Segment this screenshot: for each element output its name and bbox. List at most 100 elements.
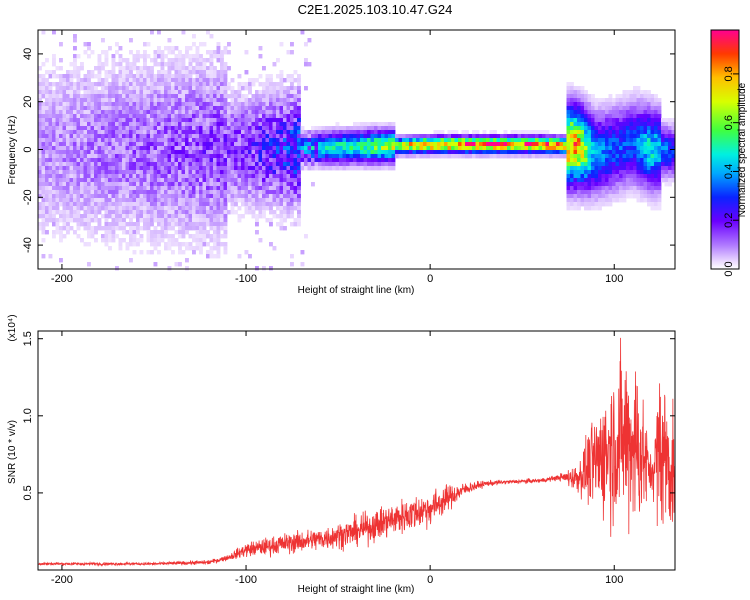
spectrogram-cell xyxy=(160,106,165,111)
spectrogram-cell xyxy=(321,154,326,159)
spectrogram-cell xyxy=(160,102,165,107)
spectrogram-cell xyxy=(146,206,151,211)
spectrogram-cell xyxy=(262,106,266,111)
spectrogram-cell xyxy=(328,126,333,131)
spectrogram-cell xyxy=(104,182,109,187)
spectrogram-cell xyxy=(454,154,459,159)
spectrogram-cell xyxy=(230,198,235,203)
spectrogram-cell xyxy=(192,66,196,71)
spectrogram-cell xyxy=(629,114,634,119)
spectrogram-cell xyxy=(388,142,392,147)
spectrogram-cell xyxy=(468,150,473,155)
spectrogram-cell xyxy=(318,146,322,151)
spectrogram-cell xyxy=(167,150,172,155)
spectrogram-cell xyxy=(62,210,67,215)
spectrogram-cell xyxy=(220,190,224,195)
spectrogram-cell xyxy=(164,90,168,95)
spectrogram-cell xyxy=(76,106,81,111)
spectrogram-cell xyxy=(76,142,81,147)
spectrogram-cell xyxy=(45,210,49,215)
spectrogram-cell xyxy=(279,226,284,231)
spectrogram-cell xyxy=(636,98,641,103)
spectrogram-cell xyxy=(248,138,252,143)
spectrogram-cell xyxy=(626,150,630,155)
spectrogram-cell xyxy=(129,94,133,99)
spectrogram-cell xyxy=(234,138,238,143)
spectrogram-cell xyxy=(132,178,137,183)
spectrogram-cell xyxy=(87,98,91,103)
spectrogram-cell xyxy=(59,118,63,123)
spectrogram-cell xyxy=(570,202,574,207)
spectrogram-cell xyxy=(129,118,133,123)
spectrogram-cell xyxy=(192,110,196,115)
spectrogram-cell xyxy=(174,194,179,199)
spectrogram-cell xyxy=(640,158,644,163)
spectrogram-cell xyxy=(262,146,266,151)
spectrogram-cell xyxy=(657,206,662,211)
spectrogram-cell xyxy=(601,158,606,163)
spectrogram-cell xyxy=(178,74,182,79)
spectrogram-cell xyxy=(286,158,291,163)
spectrogram-cell xyxy=(94,174,98,179)
spectrogram-cell xyxy=(164,226,168,231)
spectrogram-cell xyxy=(461,138,466,143)
spectrogram-cell xyxy=(136,238,140,243)
spectrogram-cell xyxy=(146,130,151,135)
spectrogram-cell xyxy=(276,182,280,187)
spectrogram-cell xyxy=(636,150,641,155)
spectrogram-cell xyxy=(206,150,210,155)
spectrogram-cell xyxy=(209,122,214,127)
spectrogram-cell xyxy=(101,214,105,219)
spectrogram-cell xyxy=(104,186,109,191)
spectrogram-cell xyxy=(230,186,235,191)
spectrogram-cell xyxy=(83,90,88,95)
spectrogram-cell xyxy=(248,166,252,171)
spectrogram-cell xyxy=(73,94,77,99)
spectrogram-cell xyxy=(633,170,637,175)
spectrogram-cell xyxy=(111,74,116,79)
spectrogram-cell xyxy=(272,246,277,251)
spectrogram-cell xyxy=(185,114,189,119)
spectrogram-cell xyxy=(293,98,298,103)
spectrogram-cell xyxy=(216,130,221,135)
spectrogram-cell xyxy=(297,174,301,179)
spectrogram-cell xyxy=(111,198,116,203)
spectrogram-cell xyxy=(276,186,280,191)
spectrogram-cell xyxy=(136,126,140,131)
spectrogram-cell xyxy=(213,130,217,135)
spectrogram-cell xyxy=(143,126,147,131)
spectrogram-cell xyxy=(202,150,207,155)
spectrogram-cell xyxy=(482,138,487,143)
spectrogram-cell xyxy=(181,114,186,119)
spectrogram-cell xyxy=(234,134,238,139)
spectrogram-cell xyxy=(171,94,175,99)
spectrogram-cell xyxy=(503,134,508,139)
spectrogram-cell xyxy=(647,134,651,139)
spectrogram-cell xyxy=(41,202,46,207)
spectrogram-cell xyxy=(269,222,273,227)
spectrogram-cell xyxy=(255,150,259,155)
spectrogram-cell xyxy=(615,110,620,115)
spectrogram-cell xyxy=(227,110,231,115)
spectrogram-cell xyxy=(573,146,578,151)
spectrogram-cell xyxy=(108,162,112,167)
spectrogram-cell xyxy=(153,82,158,87)
y-tick-label: 20 xyxy=(22,96,34,108)
spectrogram-cell xyxy=(62,150,67,155)
spectrogram-cell xyxy=(174,58,179,63)
spectrogram-cell xyxy=(265,110,270,115)
spectrogram-cell xyxy=(87,174,91,179)
spectrogram-cell xyxy=(286,50,291,55)
spectrogram-cell xyxy=(472,154,476,159)
spectrogram-cell xyxy=(136,226,140,231)
spectrogram-cell xyxy=(206,82,210,87)
spectrogram-cell xyxy=(118,134,123,139)
spectrogram-cell xyxy=(62,142,67,147)
spectrogram-cell xyxy=(654,202,658,207)
spectrogram-cell xyxy=(598,206,602,211)
spectrogram-cell xyxy=(255,170,259,175)
spectrogram-cell xyxy=(41,102,46,107)
spectrogram-cell xyxy=(125,126,130,131)
spectrogram-cell xyxy=(118,126,123,131)
spectrogram-cell xyxy=(286,122,291,127)
